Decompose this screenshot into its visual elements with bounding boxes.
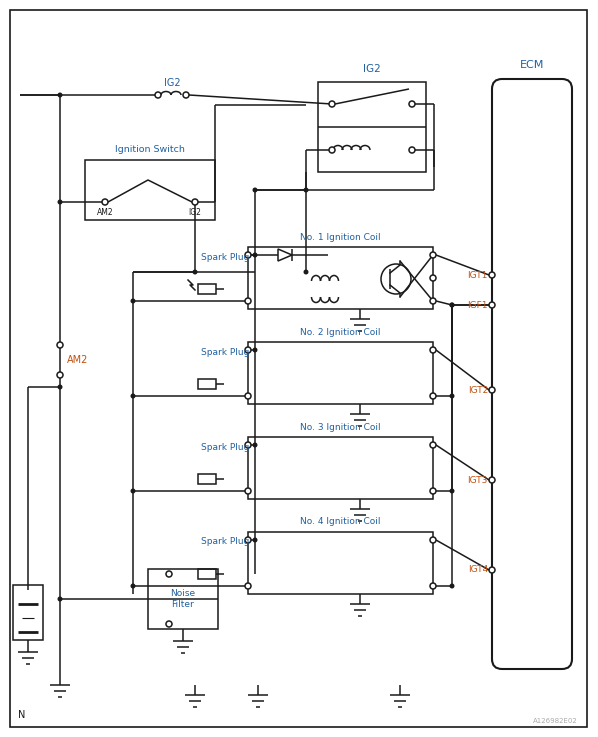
Circle shape xyxy=(245,298,251,304)
Text: AM2: AM2 xyxy=(68,355,89,365)
Text: AM2: AM2 xyxy=(97,208,113,217)
Bar xyxy=(248,532,433,594)
Text: No. 3 Ignition Coil: No. 3 Ignition Coil xyxy=(300,422,381,431)
Circle shape xyxy=(430,583,436,589)
Circle shape xyxy=(252,537,258,542)
Circle shape xyxy=(57,200,63,204)
Circle shape xyxy=(252,442,258,447)
Text: IGT1: IGT1 xyxy=(468,270,488,279)
Text: N: N xyxy=(18,710,25,720)
Circle shape xyxy=(304,187,309,192)
Circle shape xyxy=(245,488,251,494)
Circle shape xyxy=(57,342,63,348)
Circle shape xyxy=(130,394,136,399)
Circle shape xyxy=(450,302,454,307)
Circle shape xyxy=(155,92,161,98)
Bar xyxy=(13,585,43,640)
Text: Spark Plug: Spark Plug xyxy=(201,537,249,547)
Circle shape xyxy=(102,199,108,205)
Bar xyxy=(248,437,433,499)
Circle shape xyxy=(489,272,495,278)
Circle shape xyxy=(489,567,495,573)
Bar xyxy=(198,474,216,484)
Circle shape xyxy=(192,199,198,205)
Text: IG2: IG2 xyxy=(164,78,181,88)
Circle shape xyxy=(430,393,436,399)
Circle shape xyxy=(450,489,454,494)
Circle shape xyxy=(166,571,172,577)
Circle shape xyxy=(430,275,436,281)
Circle shape xyxy=(409,147,415,153)
Circle shape xyxy=(430,347,436,353)
Bar xyxy=(318,82,426,172)
Bar xyxy=(248,247,433,309)
Text: IG2: IG2 xyxy=(363,64,381,74)
Circle shape xyxy=(57,93,63,97)
Text: ECM: ECM xyxy=(520,60,544,70)
Circle shape xyxy=(57,385,63,389)
Text: Noise
Filter: Noise Filter xyxy=(170,590,196,609)
Circle shape xyxy=(430,442,436,448)
Circle shape xyxy=(245,583,251,589)
Circle shape xyxy=(57,372,63,378)
Circle shape xyxy=(430,252,436,258)
Circle shape xyxy=(245,442,251,448)
Circle shape xyxy=(430,537,436,543)
Circle shape xyxy=(489,387,495,393)
Text: Spark Plug: Spark Plug xyxy=(201,253,249,262)
Circle shape xyxy=(450,394,454,399)
Circle shape xyxy=(329,147,335,153)
Bar xyxy=(148,569,218,629)
Circle shape xyxy=(183,92,189,98)
Text: IGT2: IGT2 xyxy=(468,385,488,394)
Circle shape xyxy=(130,298,136,304)
Circle shape xyxy=(489,302,495,308)
Text: No. 2 Ignition Coil: No. 2 Ignition Coil xyxy=(300,327,381,337)
Circle shape xyxy=(245,252,251,258)
Circle shape xyxy=(409,101,415,107)
Text: Spark Plug: Spark Plug xyxy=(201,442,249,452)
Circle shape xyxy=(245,393,251,399)
Text: A126982E02: A126982E02 xyxy=(533,718,578,724)
Circle shape xyxy=(252,187,258,192)
Circle shape xyxy=(57,596,63,601)
Circle shape xyxy=(193,270,197,274)
Text: IG2: IG2 xyxy=(188,208,202,217)
Bar xyxy=(198,569,216,579)
Circle shape xyxy=(252,253,258,257)
Circle shape xyxy=(489,477,495,483)
Text: Spark Plug: Spark Plug xyxy=(201,348,249,357)
Bar xyxy=(198,284,216,294)
Text: IGT4: IGT4 xyxy=(468,565,488,575)
Text: Ignition Switch: Ignition Switch xyxy=(115,144,185,153)
Circle shape xyxy=(252,348,258,352)
Circle shape xyxy=(245,347,251,353)
Text: No. 1 Ignition Coil: No. 1 Ignition Coil xyxy=(300,232,381,242)
Circle shape xyxy=(304,270,309,274)
Text: IGF1: IGF1 xyxy=(468,301,488,310)
Circle shape xyxy=(450,302,454,307)
Circle shape xyxy=(245,537,251,543)
Circle shape xyxy=(130,489,136,494)
Text: IGT3: IGT3 xyxy=(468,475,488,484)
Circle shape xyxy=(450,584,454,589)
Circle shape xyxy=(329,101,335,107)
Circle shape xyxy=(130,584,136,589)
Text: No. 4 Ignition Coil: No. 4 Ignition Coil xyxy=(300,517,381,526)
Bar xyxy=(198,379,216,389)
Bar xyxy=(85,160,215,220)
Bar xyxy=(248,342,433,404)
Circle shape xyxy=(430,298,436,304)
Circle shape xyxy=(166,621,172,627)
Circle shape xyxy=(430,488,436,494)
